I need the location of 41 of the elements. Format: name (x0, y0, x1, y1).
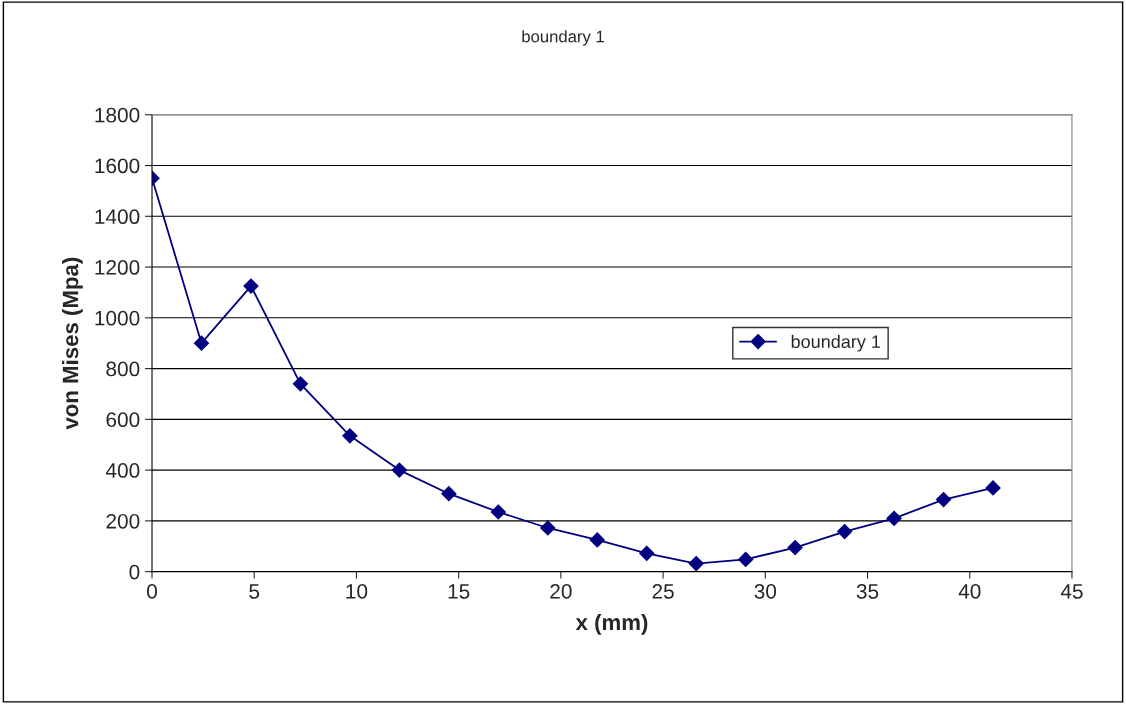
x-axis-title: x (mm) (575, 613, 648, 635)
point (837, 523, 853, 540)
point (243, 278, 259, 294)
point (589, 532, 605, 548)
y-tick-label: 800 (106, 361, 140, 377)
point (738, 551, 754, 568)
point (490, 504, 506, 520)
point (441, 486, 457, 502)
point (342, 428, 358, 444)
chart-title: boundary 1 (522, 30, 604, 46)
y-tick-label: 0 (129, 564, 140, 580)
x-tick-label: 5 (249, 584, 260, 599)
x-tick-label: 20 (550, 584, 572, 599)
x-tick-label: 30 (754, 584, 777, 599)
legend-label: boundary 1 (791, 334, 881, 352)
point (787, 539, 803, 556)
point (292, 376, 308, 392)
point (886, 510, 902, 526)
x-tick-label: 45 (1060, 584, 1083, 599)
y-tick-label: 200 (106, 513, 140, 529)
y-tick-label: 1800 (95, 107, 140, 123)
x-tick-label: 0 (147, 584, 157, 599)
point (639, 545, 655, 561)
x-tick-label: 40 (958, 584, 981, 599)
y-tick-label: 1600 (95, 158, 140, 174)
y-tick-label: 400 (105, 463, 140, 478)
y-tick-label: 600 (106, 412, 140, 428)
y-tick-label: 1400 (95, 209, 140, 225)
y-tick-label: 1200 (95, 260, 140, 275)
point (540, 520, 556, 536)
x-tick-label: 15 (448, 584, 470, 599)
point (985, 480, 1001, 496)
x-tick-label: 25 (652, 584, 674, 599)
y-tick-label: 1000 (95, 310, 140, 326)
point (688, 555, 704, 572)
point (391, 462, 407, 478)
x-tick-label: 10 (346, 584, 368, 599)
y-axis-title: von Mises (Mpa) (62, 257, 83, 430)
point (935, 491, 952, 508)
x-tick-label: 35 (856, 584, 879, 599)
point (193, 335, 210, 351)
